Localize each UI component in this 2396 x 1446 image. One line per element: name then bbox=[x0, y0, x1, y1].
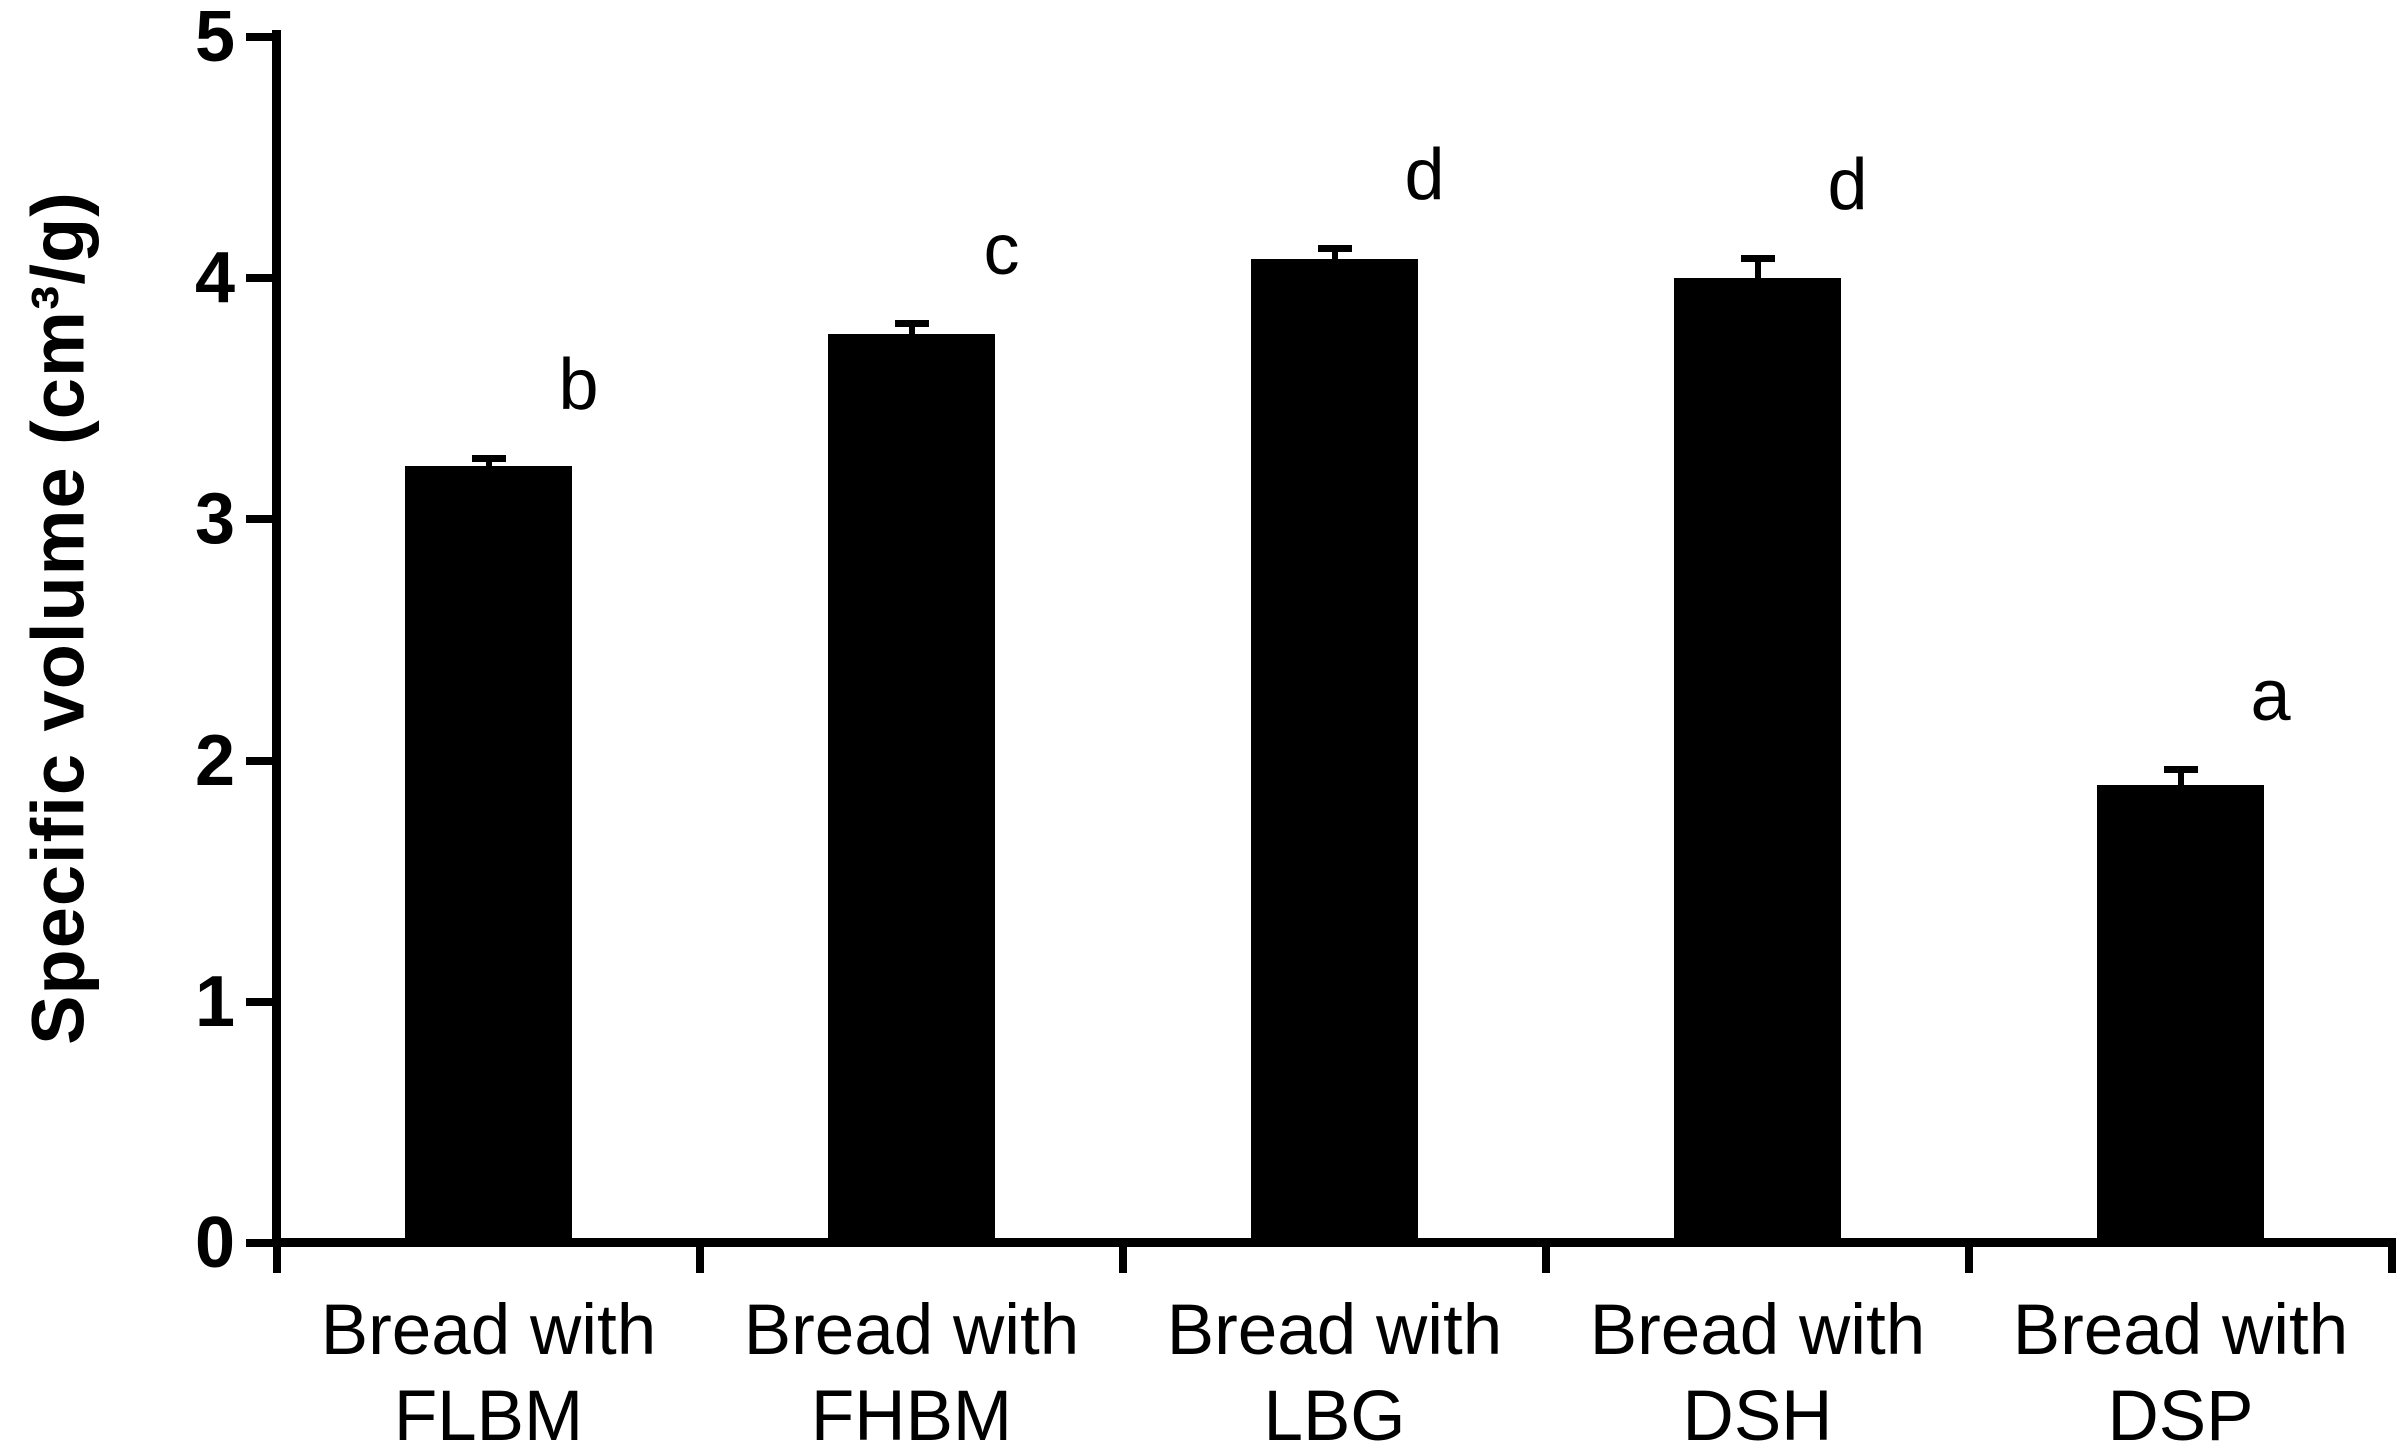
error-bar-cap bbox=[1317, 245, 1352, 253]
significance-letter: d bbox=[1827, 144, 1868, 225]
error-bar-cap bbox=[2163, 766, 2198, 774]
x-axis-label-line: Bread with bbox=[743, 1291, 1080, 1370]
y-tick bbox=[246, 515, 272, 524]
x-axis-label-line: FLBM bbox=[393, 1377, 584, 1446]
error-bar-cap bbox=[471, 455, 506, 463]
error-bar-cap bbox=[894, 320, 929, 328]
x-axis-label-line: DSP bbox=[2107, 1377, 2254, 1446]
y-tick bbox=[246, 756, 272, 765]
x-axis-label: Bread with LBG bbox=[1123, 1288, 1546, 1446]
significance-letter: b bbox=[558, 345, 599, 426]
error-bar-stem bbox=[1754, 258, 1761, 293]
bar bbox=[1674, 278, 1841, 1247]
x-tick bbox=[2388, 1247, 2396, 1273]
y-tick-label: 1 bbox=[194, 961, 235, 1042]
x-axis-label: Bread with DSH bbox=[1546, 1288, 1969, 1446]
x-tick bbox=[696, 1247, 704, 1273]
y-tick bbox=[246, 1239, 272, 1247]
bar bbox=[405, 466, 572, 1247]
x-axis-label: Bread with FHBM bbox=[700, 1288, 1123, 1446]
y-tick-label: 5 bbox=[194, 0, 235, 77]
x-axis-label-line: Bread with bbox=[320, 1291, 657, 1370]
x-tick bbox=[1119, 1247, 1127, 1273]
y-tick-label: 0 bbox=[194, 1203, 235, 1283]
y-tick-label: 3 bbox=[194, 479, 235, 560]
error-bar-cap bbox=[1740, 254, 1775, 262]
x-tick bbox=[1542, 1247, 1550, 1273]
y-tick-label: 4 bbox=[194, 238, 235, 319]
y-axis-line bbox=[272, 30, 281, 1247]
x-axis-label-line: LBG bbox=[1263, 1377, 1406, 1446]
x-axis-label-line: FHBM bbox=[810, 1377, 1013, 1446]
error-bar-stem bbox=[2177, 770, 2184, 799]
x-tick bbox=[273, 1247, 281, 1273]
error-bar-stem bbox=[908, 324, 915, 348]
x-axis-label: Bread with DSP bbox=[1969, 1288, 2392, 1446]
y-tick bbox=[246, 33, 272, 41]
x-axis-label: Bread with FLBM bbox=[277, 1288, 700, 1446]
x-axis-label-line: DSH bbox=[1682, 1377, 1833, 1446]
error-bar-stem bbox=[1331, 249, 1338, 273]
significance-letter: d bbox=[1404, 135, 1445, 216]
significance-letter: a bbox=[2250, 656, 2291, 737]
bar bbox=[2097, 784, 2264, 1247]
y-tick bbox=[246, 274, 272, 283]
x-axis-label-line: Bread with bbox=[2012, 1291, 2349, 1370]
x-axis-label-line: Bread with bbox=[1166, 1291, 1503, 1370]
error-bar-stem bbox=[485, 459, 492, 481]
x-axis-label-line: Bread with bbox=[1589, 1291, 1926, 1370]
y-tick-label: 2 bbox=[194, 720, 235, 801]
significance-letter: c bbox=[983, 210, 1020, 291]
bar bbox=[828, 333, 995, 1247]
y-tick bbox=[246, 997, 272, 1006]
bar bbox=[1251, 258, 1418, 1247]
x-tick bbox=[1965, 1247, 1973, 1273]
